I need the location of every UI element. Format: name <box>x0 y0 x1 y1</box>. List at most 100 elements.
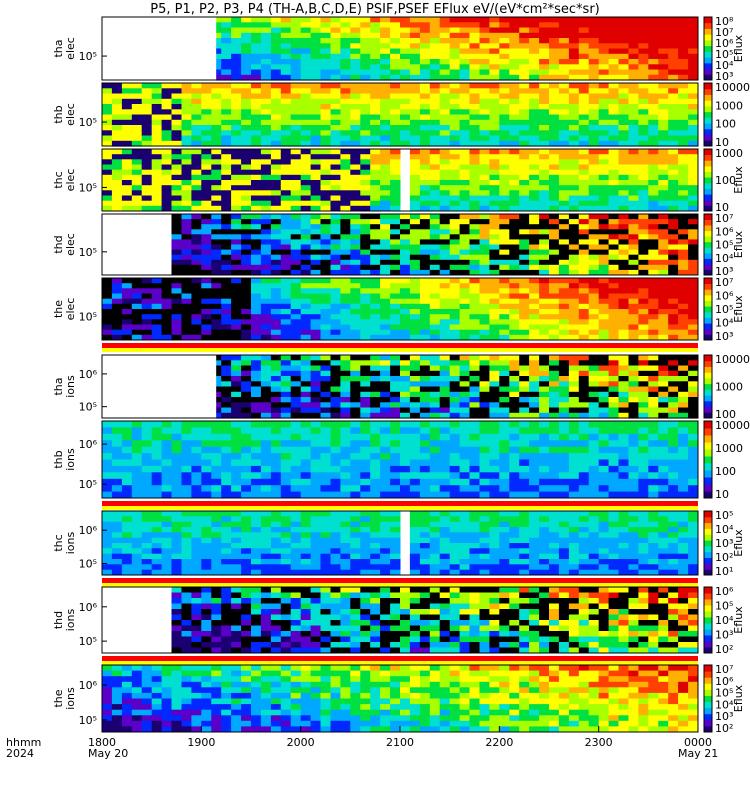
spectrogram-cell <box>609 239 619 245</box>
spectrogram-cell <box>450 33 460 39</box>
spectrogram-cell <box>380 115 390 121</box>
spectrogram-cell <box>509 136 519 142</box>
spectrogram-cell <box>579 250 589 256</box>
spectrogram-cell <box>261 314 271 320</box>
spectrogram-cell <box>360 83 370 89</box>
spectrogram-cell <box>291 43 301 49</box>
spectrogram-cell <box>678 234 688 240</box>
spectrogram-cell <box>380 440 390 447</box>
spectrogram-cell <box>688 234 698 240</box>
spectrogram-cell <box>509 49 519 55</box>
spectrogram-cell <box>648 88 658 94</box>
spectrogram-cell <box>132 120 142 126</box>
spectrogram-cell <box>559 17 569 23</box>
spectrogram-cell <box>499 260 509 266</box>
spectrogram-cell <box>549 54 559 60</box>
spectrogram-cell <box>301 224 311 230</box>
spectrogram-cell <box>668 314 678 320</box>
spectrogram-cell <box>251 94 261 100</box>
spectrogram-cell <box>311 366 321 372</box>
spectrogram-cell <box>480 49 490 55</box>
spectrogram-cell <box>291 104 301 110</box>
spectrogram-cell <box>251 434 261 441</box>
spectrogram-cell <box>400 288 410 294</box>
spectrogram-cell <box>619 170 629 176</box>
spectrogram-cell <box>251 294 261 300</box>
spectrogram-cell <box>609 260 619 266</box>
spectrogram-cell <box>489 229 499 235</box>
spectrogram-cell <box>480 288 490 294</box>
spectrogram-cell <box>122 421 132 428</box>
spectrogram-cell <box>420 371 430 377</box>
spectrogram-cell <box>440 387 450 393</box>
spectrogram-cell <box>132 149 142 155</box>
spectrogram-cell <box>450 224 460 230</box>
spectrogram-cell <box>658 88 668 94</box>
spectrogram-cell <box>370 180 380 186</box>
spectrogram-cell <box>460 49 470 55</box>
spectrogram-cell <box>460 190 470 196</box>
spectrogram-cell <box>241 304 251 310</box>
spectrogram-cell <box>142 527 152 533</box>
spectrogram-cell <box>301 381 311 387</box>
spectrogram-cell <box>142 180 152 186</box>
spectrogram-cell <box>400 278 410 284</box>
spectrogram-cell <box>390 355 400 361</box>
spectrogram-cell <box>440 54 450 60</box>
spectrogram-cell <box>201 154 211 160</box>
spectrogram-cell <box>370 59 380 65</box>
spectrogram-cell <box>420 355 430 361</box>
spectrogram-cell <box>311 54 321 60</box>
spectrogram-cell <box>360 245 370 251</box>
spectrogram-cell <box>619 408 629 414</box>
spectrogram-cell <box>370 453 380 460</box>
spectrogram-cell <box>380 360 390 366</box>
spectrogram-cell <box>380 43 390 49</box>
spectrogram-cell <box>321 28 331 34</box>
spectrogram-cell <box>400 434 410 441</box>
colorbar-tick-label: 10⁷ <box>715 212 733 225</box>
spectrogram-cell <box>370 381 380 387</box>
spectrogram-cell <box>251 355 261 361</box>
spectrogram-cell <box>519 22 529 28</box>
spectrogram-cell <box>599 180 609 186</box>
spectrogram-cell <box>470 185 480 191</box>
spectrogram-cell <box>311 154 321 160</box>
spectrogram-cell <box>579 245 589 251</box>
spectrogram-cell <box>668 283 678 289</box>
spectrogram-cell <box>430 130 440 136</box>
spectrogram-cell <box>390 460 400 467</box>
spectrogram-cell <box>648 54 658 60</box>
spectrogram-cell <box>360 88 370 94</box>
spectrogram-cell <box>331 371 341 377</box>
spectrogram-cell <box>609 109 619 115</box>
spectrogram-cell <box>460 319 470 325</box>
spectrogram-cell <box>658 64 668 70</box>
spectrogram-cell <box>241 376 251 382</box>
spectrogram-cell <box>529 434 539 441</box>
spectrogram-cell <box>102 196 112 202</box>
spectrogram-cell <box>251 402 261 408</box>
spectrogram-cell <box>271 397 281 403</box>
spectrogram-cell <box>291 288 301 294</box>
spectrogram-cell <box>668 190 678 196</box>
spectrogram-cell <box>599 460 609 467</box>
spectrogram-cell <box>360 427 370 434</box>
spectrogram-cell <box>221 376 231 382</box>
spectrogram-cell <box>440 453 450 460</box>
spectrogram-cell <box>688 479 698 486</box>
spectrogram-cell <box>450 255 460 261</box>
spectrogram-cell <box>450 99 460 105</box>
spectrogram-cell <box>331 309 341 315</box>
spectrogram-cell <box>450 28 460 34</box>
spectrogram-cell <box>529 255 539 261</box>
spectrogram-cell <box>390 136 400 142</box>
spectrogram-cell <box>112 201 122 207</box>
spectrogram-cell <box>658 427 668 434</box>
spectrogram-cell <box>241 330 251 336</box>
spectrogram-cell <box>569 196 579 202</box>
spectrogram-cell <box>519 319 529 325</box>
spectrogram-cell <box>400 224 410 230</box>
spectrogram-cell <box>331 38 341 44</box>
spectrogram-cell <box>470 434 480 441</box>
